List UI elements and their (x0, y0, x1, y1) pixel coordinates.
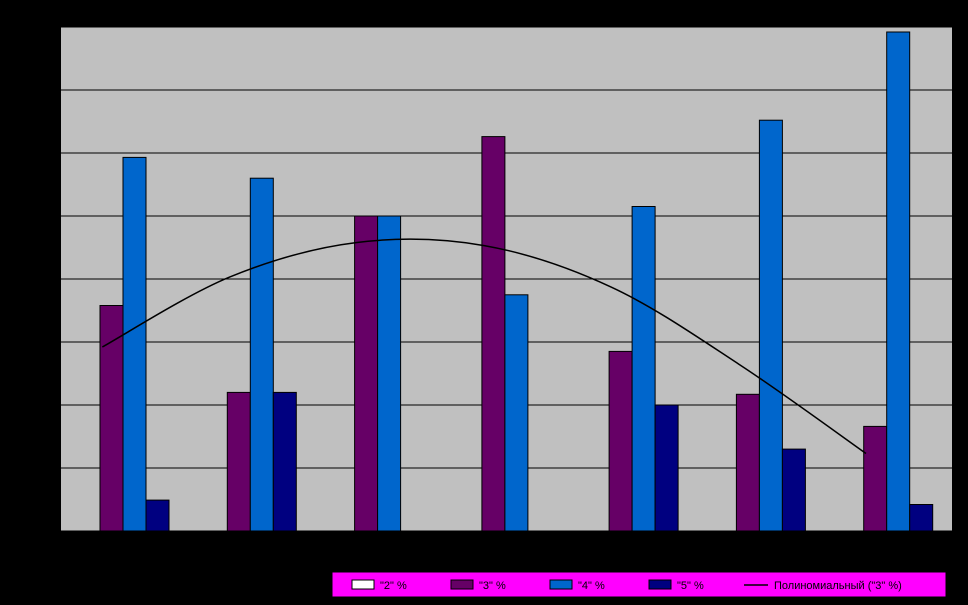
bar-series-4-category-7 (886, 31, 911, 532)
legend: "2" % "3" % "4" % "5" % Полиномиальный (… (331, 571, 947, 598)
bar-series-4-category-2 (249, 177, 274, 532)
bar-series-5-category-5 (654, 404, 679, 532)
legend-swatch-series-4 (549, 579, 573, 590)
bar-series-4-category-5 (631, 206, 656, 532)
bar-series-5-category-6 (781, 448, 806, 532)
legend-label-series-2: "2" % (380, 580, 407, 592)
legend-swatch-series-5 (648, 579, 672, 590)
bar-series-4-category-3 (377, 215, 402, 532)
legend-label-trendline: Полиномиальный ("3" %) (774, 580, 902, 592)
legend-label-series-5: "5" % (677, 580, 704, 592)
bar-series-3-category-6 (735, 393, 760, 532)
trendline (101, 238, 867, 455)
legend-box (331, 571, 947, 598)
bar-series-3-category-5 (608, 350, 633, 532)
legend-swatch-series-2 (351, 579, 375, 590)
legend-swatch-series-3 (450, 579, 474, 590)
bar-series-4-category-6 (758, 119, 783, 532)
legend-label-series-3: "3" % (479, 580, 506, 592)
legend-label-series-4: "4" % (578, 580, 605, 592)
bar-series-4-category-1 (122, 156, 147, 532)
bar-series-3-category-7 (863, 425, 888, 532)
bar-series-5-category-1 (145, 499, 170, 532)
bar-series-3-category-2 (226, 391, 251, 532)
bar-series-3-category-3 (354, 215, 379, 532)
bar-series-5-category-2 (272, 391, 297, 532)
bar-series-3-category-4 (481, 136, 506, 532)
bar-series-5-category-7 (909, 504, 934, 532)
bar-series-3-category-1 (99, 305, 124, 532)
bar-series-4-category-4 (504, 294, 529, 532)
